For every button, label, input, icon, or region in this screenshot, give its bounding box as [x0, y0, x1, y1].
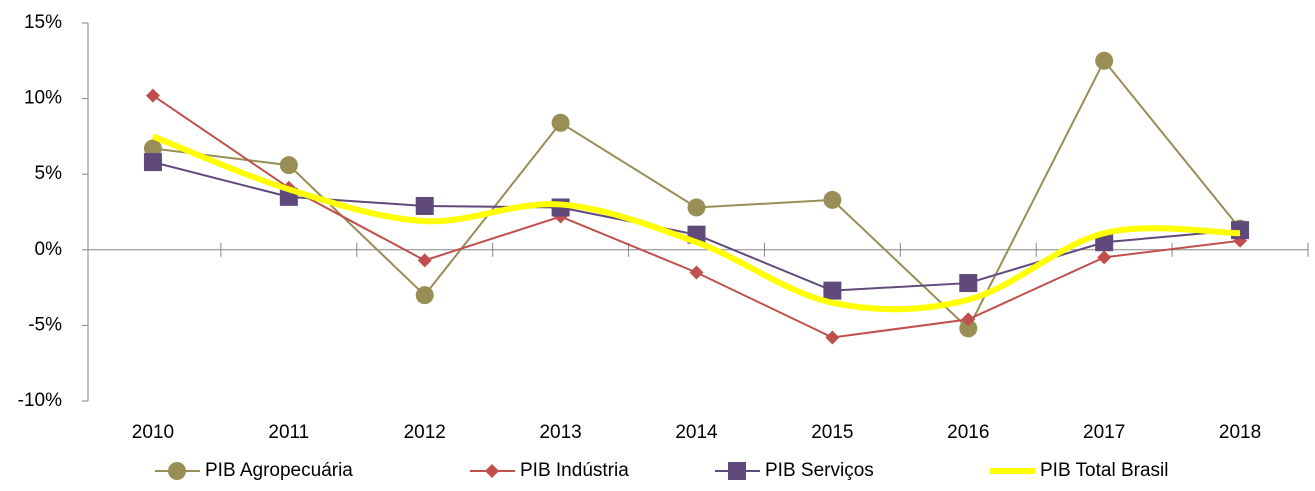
data-point — [823, 190, 842, 209]
data-point — [1097, 250, 1112, 265]
x-tick-label: 2012 — [404, 422, 446, 443]
data-point — [145, 88, 160, 103]
legend-label: PIB Total Brasil — [1040, 460, 1168, 481]
x-tick-label: 2010 — [132, 422, 174, 443]
legend-label: PIB Agropecuária — [205, 460, 353, 481]
data-point — [959, 274, 978, 293]
legend-label: PIB Serviços — [765, 460, 874, 481]
data-point — [825, 330, 840, 345]
data-point — [417, 253, 432, 268]
y-tick-label: -10% — [18, 390, 62, 411]
legend-marker — [485, 464, 499, 478]
series-line — [152, 94, 1241, 339]
data-point — [279, 156, 298, 175]
series-line — [151, 133, 1241, 313]
data-point — [143, 153, 162, 172]
data-point — [143, 139, 162, 158]
legend-label: PIB Indústria — [520, 460, 629, 481]
y-tick-label: -5% — [28, 314, 62, 335]
x-tick-label: 2011 — [268, 422, 309, 443]
data-point — [1095, 233, 1114, 252]
data-point — [689, 265, 704, 280]
y-tick-label: 0% — [35, 239, 63, 260]
data-point — [959, 319, 978, 338]
y-tick-label: 10% — [24, 88, 62, 109]
data-point — [687, 198, 706, 217]
data-point — [961, 312, 976, 327]
y-tick-label: 15% — [24, 12, 62, 33]
x-tick-label: 2013 — [539, 422, 581, 443]
y-tick-label: 5% — [35, 163, 63, 184]
series-line — [152, 58, 1241, 331]
legend-marker — [168, 462, 186, 480]
x-tick-label: 2015 — [811, 422, 853, 443]
data-point — [551, 113, 570, 132]
x-tick-label: 2014 — [675, 422, 718, 443]
x-tick-label: 2016 — [947, 422, 989, 443]
data-point — [415, 286, 434, 305]
data-point — [1095, 51, 1114, 70]
x-tick-label: 2018 — [1219, 422, 1261, 443]
data-point — [415, 196, 434, 215]
x-tick-label: 2017 — [1083, 422, 1125, 443]
legend-marker — [728, 462, 746, 480]
data-point — [823, 281, 842, 300]
